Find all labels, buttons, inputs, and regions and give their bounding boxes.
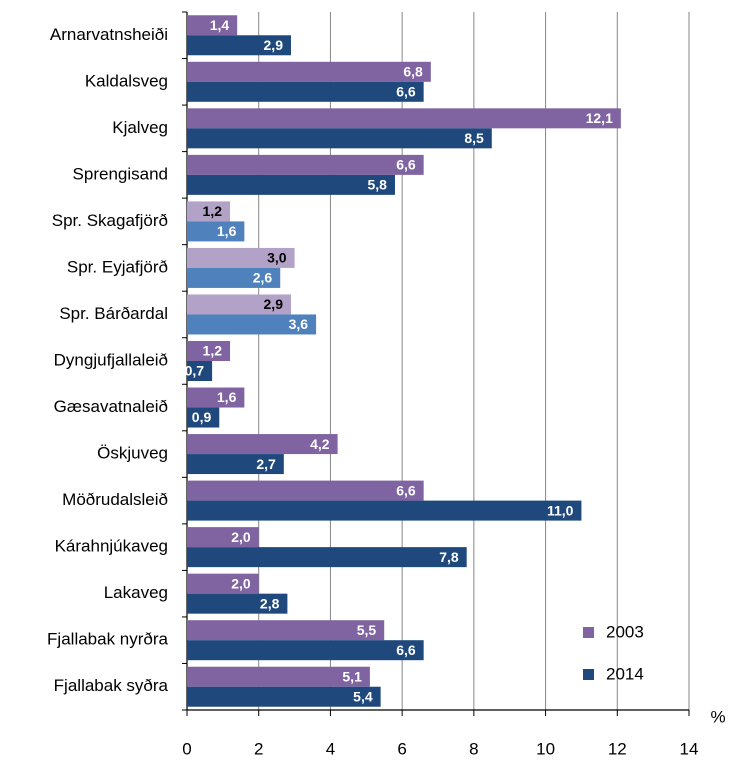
legend-label: 2014: [606, 664, 644, 683]
x-tick-label: 6: [397, 739, 406, 758]
bar: [187, 387, 245, 408]
bar: [187, 81, 424, 102]
y-tick-label: Fjallabak nyrðra: [47, 630, 168, 649]
bar: [187, 61, 431, 82]
bar: [187, 480, 424, 501]
bar: [187, 221, 245, 242]
bar: [187, 547, 467, 568]
value-label: 3,0: [267, 250, 287, 266]
value-label: 2,9: [264, 296, 284, 312]
bar: [187, 500, 582, 521]
value-label: 11,0: [547, 502, 574, 518]
bar: [187, 174, 395, 195]
bar: [187, 267, 281, 288]
x-tick-label: 0: [182, 739, 191, 758]
bar: [187, 35, 291, 56]
value-label: 1,2: [203, 203, 223, 219]
value-label: 6,6: [396, 482, 416, 498]
y-tick-label: Arnarvatnsheiði: [50, 25, 168, 44]
value-label: 1,4: [210, 17, 230, 33]
bar: [187, 686, 381, 707]
bar: [187, 341, 231, 361]
value-label: 1,2: [203, 343, 223, 359]
value-label: 2,7: [256, 456, 276, 472]
value-label: 0,9: [192, 409, 212, 425]
bar: [187, 593, 288, 614]
bar: [187, 128, 492, 149]
y-tick-label: Öskjuveg: [97, 444, 168, 463]
bar: [187, 154, 424, 175]
value-label: 2,9: [264, 37, 284, 53]
value-label: 5,8: [368, 177, 388, 193]
bar: [187, 527, 259, 548]
value-label: 1,6: [217, 389, 237, 405]
y-tick-label: Gæsavatnaleið: [54, 397, 168, 416]
y-tick-label: Möðrudalsleið: [62, 490, 168, 509]
y-tick-label: Kaldalsveg: [85, 71, 168, 90]
value-label: 1,6: [217, 223, 237, 239]
bar: [187, 15, 238, 36]
value-label: 5,1: [342, 668, 362, 684]
x-tick-label: 4: [326, 739, 335, 758]
value-label: 8,5: [464, 130, 484, 146]
bar: [187, 640, 424, 661]
bar: [187, 314, 317, 335]
y-tick-label: Dyngjufjallaleið: [54, 350, 168, 369]
value-label: 0,7: [185, 363, 205, 379]
x-axis-label: %: [710, 707, 725, 726]
bar: [187, 108, 621, 129]
x-tick-label: 8: [469, 739, 478, 758]
value-label: 5,5: [357, 622, 377, 638]
value-label: 6,6: [396, 157, 416, 173]
x-tick-label: 12: [608, 739, 627, 758]
bar: [187, 434, 338, 455]
value-label: 2,0: [231, 575, 251, 591]
value-label: 5,4: [353, 688, 373, 704]
value-label: 7,8: [439, 549, 459, 565]
value-label: 6,6: [396, 642, 416, 658]
y-tick-label: Fjallabak syðra: [54, 676, 169, 695]
y-tick-label: Lakaveg: [104, 583, 168, 602]
bar: [187, 407, 220, 428]
value-label: 2,0: [231, 529, 251, 545]
bar: [187, 201, 231, 222]
y-tick-label: Kjalveg: [112, 118, 168, 137]
value-label: 4,2: [310, 436, 330, 452]
x-tick-label: 2: [254, 739, 263, 758]
bar: [187, 573, 259, 594]
x-tick-label: 10: [536, 739, 555, 758]
legend-swatch: [583, 669, 594, 680]
x-tick-label: 14: [680, 739, 699, 758]
value-label: 12,1: [586, 110, 613, 126]
bar: [187, 361, 213, 381]
legend-label: 2003: [606, 622, 644, 641]
value-label: 6,8: [403, 64, 423, 80]
y-tick-label: Kárahnjúkaveg: [55, 537, 168, 556]
legend-swatch: [583, 627, 594, 638]
bar: [187, 666, 370, 687]
bar: [187, 247, 295, 268]
value-label: 6,6: [396, 84, 416, 100]
y-tick-label: Spr. Eyjafjörð: [67, 257, 168, 276]
bar: [187, 294, 291, 315]
value-label: 2,6: [253, 270, 273, 286]
y-tick-label: Spr. Bárðardal: [59, 304, 168, 323]
value-label: 2,8: [260, 595, 280, 611]
bar: [187, 620, 385, 641]
bar: [187, 454, 284, 475]
value-label: 3,6: [289, 316, 309, 332]
y-tick-label: Sprengisand: [73, 164, 168, 183]
y-tick-label: Spr. Skagafjörð: [52, 211, 168, 230]
